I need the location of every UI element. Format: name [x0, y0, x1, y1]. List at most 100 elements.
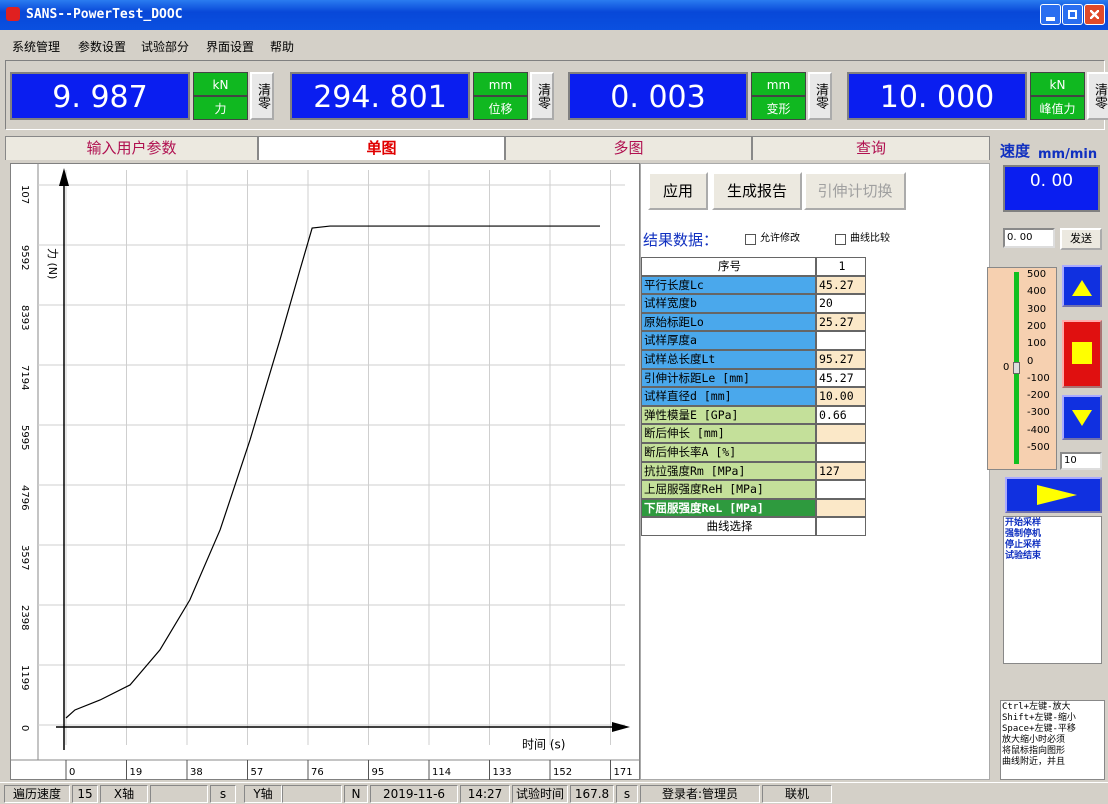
- tab[interactable]: 输入用户参数: [5, 136, 258, 160]
- row-label: 断后伸长率A [%]: [641, 443, 816, 462]
- readout-name: 位移: [473, 96, 528, 120]
- send-button[interactable]: 发送: [1060, 228, 1102, 250]
- menu-item[interactable]: 界面设置: [206, 40, 255, 54]
- readout-unit: kN: [1030, 72, 1085, 96]
- slider-scale-label: -300: [1027, 407, 1050, 419]
- action-button[interactable]: 生成报告: [712, 172, 802, 210]
- row-label: 试样直径d [mm]: [641, 387, 816, 406]
- row-label: 断后伸长 [mm]: [641, 424, 816, 443]
- y-tick-label: 8393: [19, 305, 30, 330]
- slider-scale-label: 400: [1027, 286, 1047, 298]
- status-cell: [150, 785, 208, 803]
- x-tick-label: 38: [190, 767, 203, 778]
- y-axis-arrow: [59, 168, 69, 186]
- slider-scale-label: 500: [1027, 269, 1047, 280]
- x-tick-label: 171: [614, 767, 633, 778]
- row-label: 下屈服强度ReL [MPa]: [641, 498, 816, 518]
- results-title: 结果数据：: [643, 231, 719, 249]
- action-button[interactable]: 应用: [648, 172, 708, 210]
- slider-scale-label: -400: [1027, 424, 1050, 436]
- slider-thumb[interactable]: [1013, 362, 1020, 374]
- help-line: 放大缩小时必须: [1002, 735, 1066, 745]
- table-header: 1: [816, 257, 866, 276]
- menu-item[interactable]: 系统管理: [12, 40, 61, 54]
- table-footer: 曲线选择: [641, 517, 816, 536]
- step-select[interactable]: 10: [1060, 452, 1102, 470]
- tab[interactable]: 多图: [505, 136, 752, 160]
- tab[interactable]: 查询: [752, 136, 990, 160]
- close-button[interactable]: [1084, 4, 1105, 25]
- readout-name: 峰值力: [1030, 96, 1085, 120]
- zero-button[interactable]: 清零: [530, 72, 554, 120]
- force-curve: [65, 225, 600, 719]
- checkbox-label[interactable]: 曲线比较: [850, 233, 890, 244]
- checkbox-label[interactable]: 允许修改: [760, 233, 800, 244]
- speed-input[interactable]: 0. 00: [1003, 228, 1055, 248]
- status-cell: 登录者:管理员: [640, 785, 760, 803]
- slider-zero-label: 0: [1003, 362, 1010, 373]
- x-tick-label: 76: [311, 767, 324, 778]
- row-value: 95.27: [816, 350, 866, 369]
- row-value: [816, 480, 866, 499]
- icon: [1068, 10, 1077, 19]
- log-line: 强制停机: [1005, 529, 1042, 539]
- slider-scale-label: 100: [1027, 338, 1047, 350]
- title-bar: [0, 0, 1108, 30]
- maximize-button[interactable]: [1062, 4, 1083, 25]
- readout-unit: mm: [473, 72, 528, 96]
- readout-unit: kN: [193, 72, 248, 96]
- y-tick-label: 7194: [19, 365, 30, 390]
- speed-label: 速度: [1000, 142, 1031, 160]
- table-footer-cell: [816, 517, 866, 536]
- tab[interactable]: 单图: [258, 136, 505, 160]
- status-cell: 167.8: [570, 785, 614, 803]
- row-label: 原始标距Lo: [641, 312, 816, 332]
- y-tick-label: 1199: [19, 665, 30, 690]
- row-label: 试样厚度a: [641, 331, 816, 350]
- plot-panel: [10, 163, 640, 780]
- row-value: 127: [816, 461, 866, 481]
- row-value: [816, 424, 866, 443]
- speed-unit: mm/min: [1038, 147, 1098, 162]
- speed-value: 0. 00: [1003, 165, 1100, 212]
- row-label: 试样宽度b: [641, 294, 816, 313]
- slider-scale-label: -500: [1027, 442, 1050, 453]
- zero-button[interactable]: 清零: [250, 72, 274, 120]
- log-line: 试验结束: [1005, 551, 1042, 561]
- zero-button[interactable]: 清零: [1087, 72, 1108, 120]
- menu-item[interactable]: 试验部分: [141, 40, 190, 54]
- row-value: [816, 443, 866, 462]
- help-line: Ctrl+左键-放大: [1002, 702, 1071, 712]
- row-label: 抗拉强度Rm [MPa]: [641, 461, 816, 481]
- zero-button[interactable]: 清零: [808, 72, 832, 120]
- readout-name: 变形: [751, 96, 806, 120]
- y-tick-label: 5995: [19, 425, 30, 450]
- arrow: [1037, 485, 1077, 505]
- checkbox[interactable]: [835, 234, 846, 245]
- y-tick-label: 3597: [19, 545, 30, 570]
- x-axis-label: 时间 (s): [522, 738, 565, 752]
- help-line: Shift+左键-缩小: [1002, 713, 1076, 723]
- x-tick-label: 0: [69, 767, 75, 778]
- row-value: 0.66: [816, 405, 866, 425]
- menu-item[interactable]: 参数设置: [78, 40, 127, 54]
- x-tick-label: 133: [493, 767, 512, 778]
- checkbox[interactable]: [745, 234, 756, 245]
- y-axis-label: 力 (N): [46, 248, 59, 279]
- speed-up-button[interactable]: [1062, 265, 1102, 307]
- help-line: 曲线附近，并且: [1002, 757, 1066, 767]
- row-value: 20: [816, 294, 866, 313]
- row-value: 25.27: [816, 312, 866, 332]
- y-tick-label: 2398: [19, 605, 30, 630]
- status-cell: s: [616, 785, 638, 803]
- readout-value: 9. 987: [10, 72, 190, 120]
- x-tick-label: 95: [372, 767, 385, 778]
- y-tick-label: 9592: [19, 245, 30, 270]
- log-line: 开始采样: [1005, 518, 1042, 528]
- minimize-button[interactable]: [1040, 4, 1061, 25]
- menu-item[interactable]: 帮助: [270, 40, 295, 54]
- row-value: [816, 498, 866, 518]
- row-value: 10.00: [816, 387, 866, 406]
- status-cell: s: [210, 785, 236, 803]
